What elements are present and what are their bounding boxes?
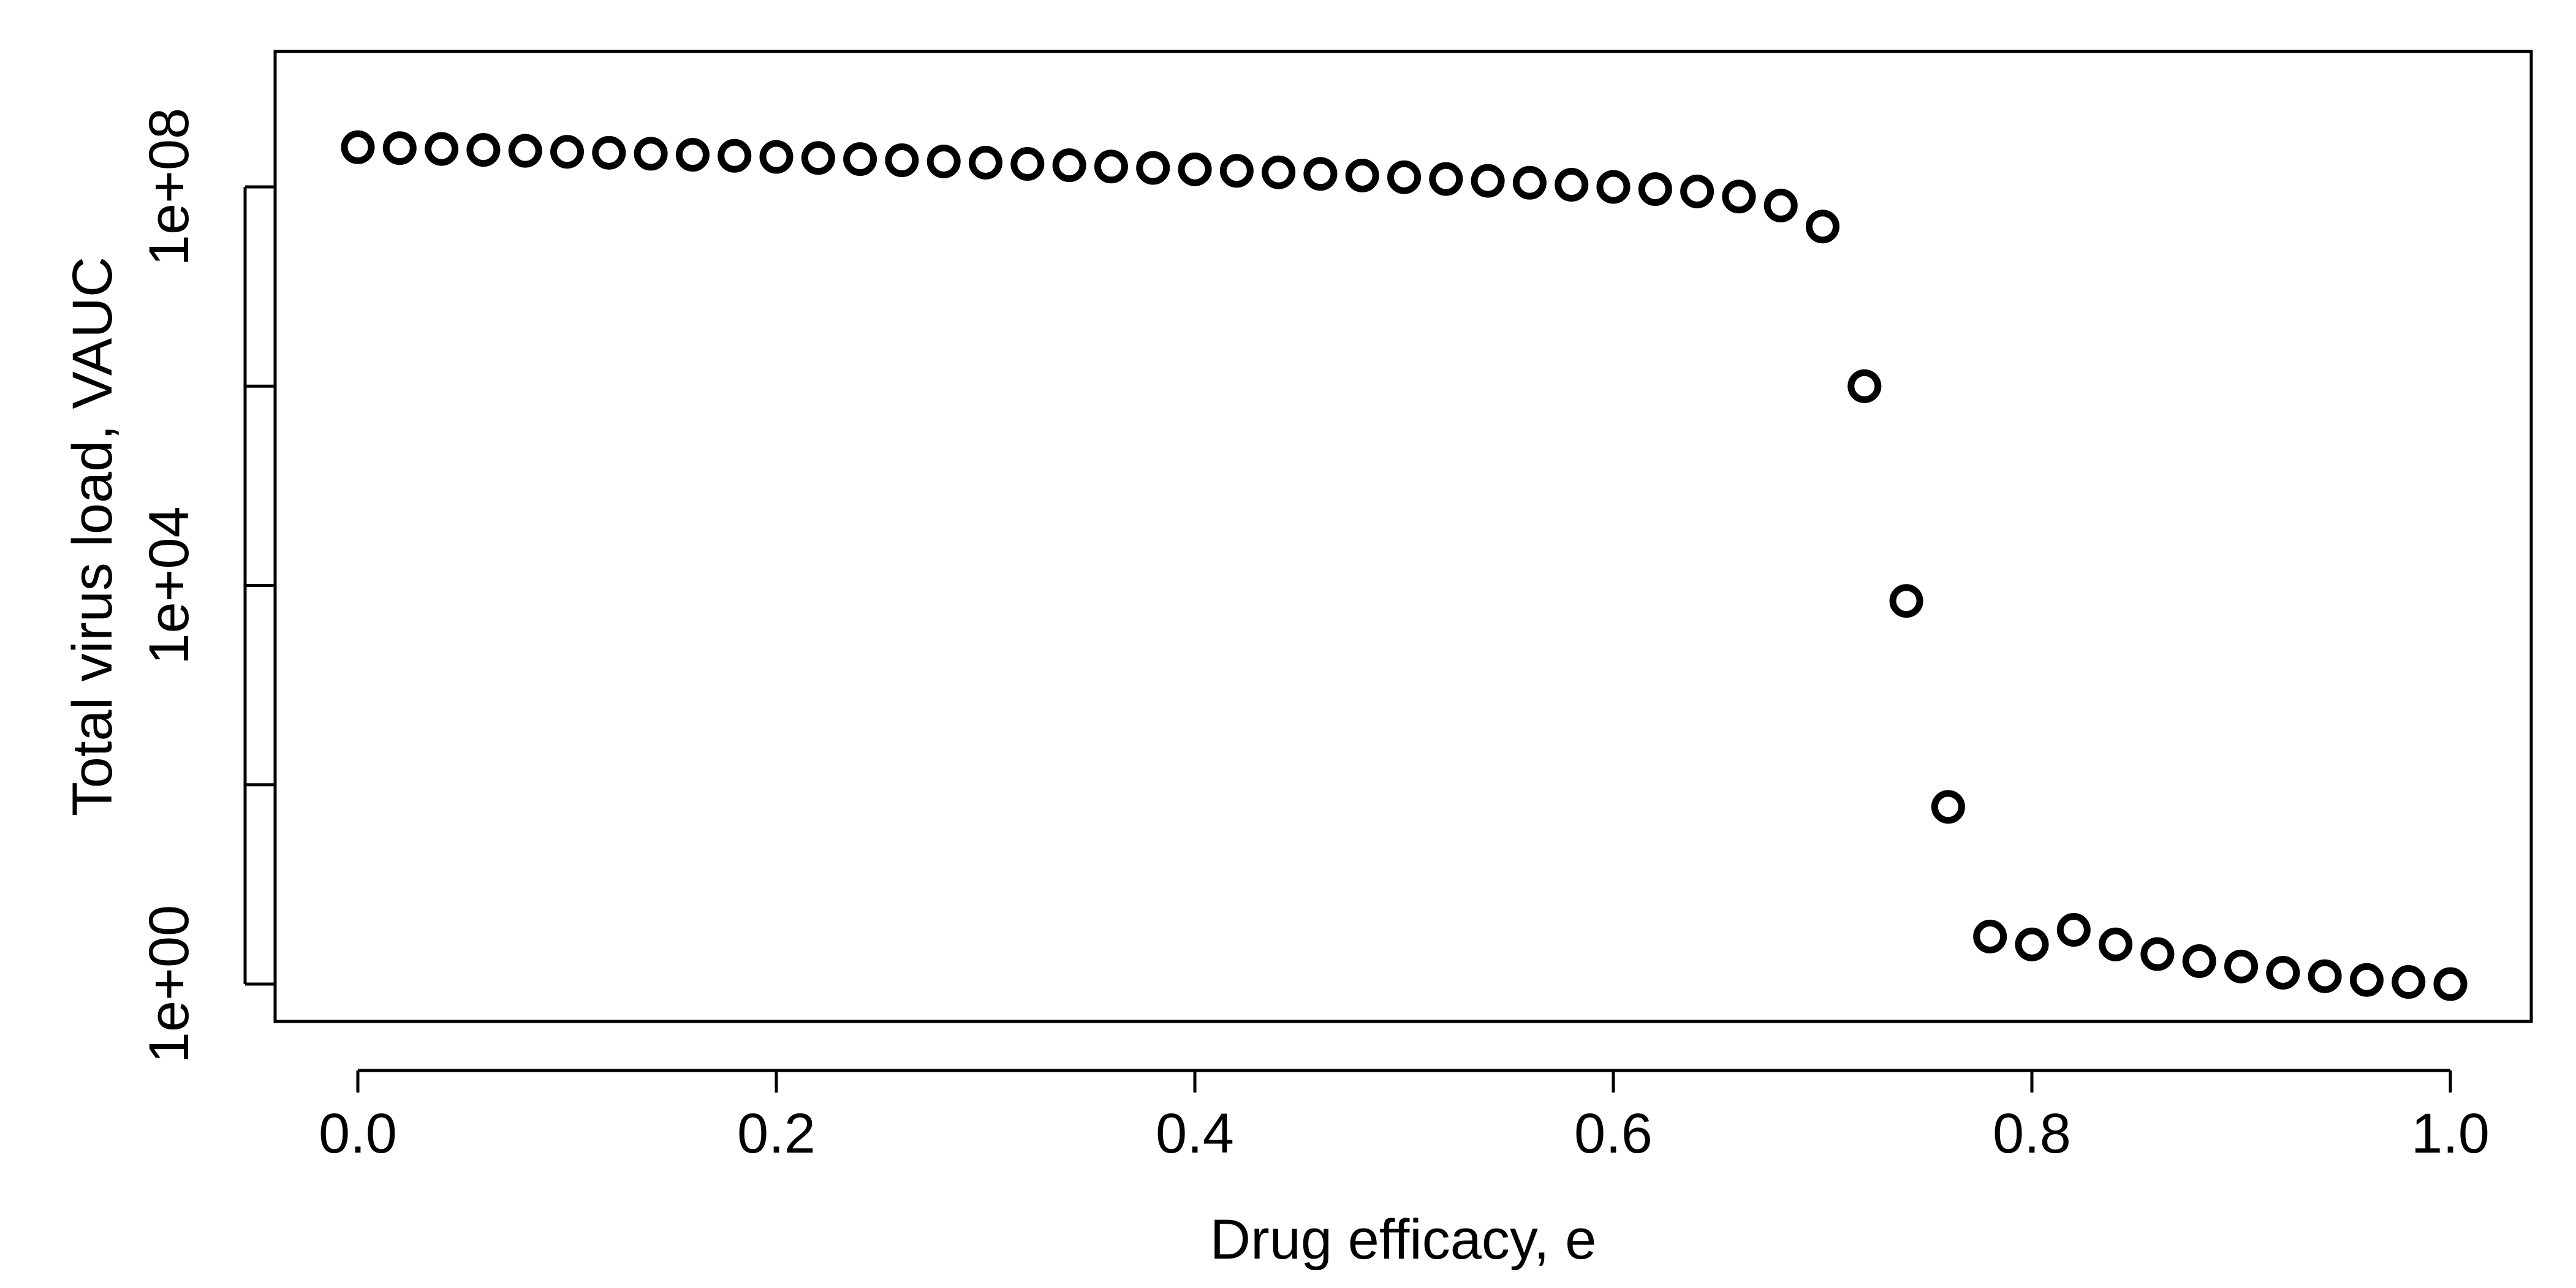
data-point (1052, 148, 1086, 183)
data-point (1555, 168, 1589, 202)
data-point (2266, 955, 2300, 990)
x-tick-label: 0.6 (1574, 1102, 1653, 1165)
data-point (2015, 927, 2049, 961)
data-point (1094, 150, 1128, 184)
data-point (1429, 162, 1463, 196)
x-axis-label: Drug efficacy, e (1210, 1208, 1597, 1271)
y-tick-label: 1e+00 (138, 905, 200, 1063)
data-point (1680, 174, 1714, 208)
data-point (1219, 154, 1254, 188)
data-point (2182, 944, 2216, 979)
y-axis-label: Total virus load, VAUC (61, 257, 124, 817)
data-point (718, 138, 752, 173)
data-point (2099, 927, 2133, 961)
data-point (592, 135, 626, 170)
data-point (885, 143, 919, 178)
data-point (634, 137, 668, 171)
data-point (2433, 967, 2468, 1001)
data-point (2392, 965, 2426, 999)
y-tick-label: 1e+08 (138, 108, 200, 266)
data-point (801, 141, 835, 175)
data-point (341, 130, 375, 164)
data-point (2308, 959, 2342, 993)
data-point (382, 131, 417, 165)
x-tick-label: 0.0 (319, 1102, 397, 1165)
data-point (1847, 369, 1882, 403)
data-point (969, 145, 1002, 180)
data-point (1889, 584, 1923, 618)
data-point (466, 133, 501, 167)
data-point (1931, 790, 1965, 824)
x-tick-label: 0.4 (1156, 1102, 1234, 1165)
data-point (1973, 919, 2007, 953)
data-point (843, 142, 877, 176)
data-point (1512, 165, 1547, 200)
x-tick-label: 1.0 (2411, 1102, 2490, 1165)
data-point (1596, 170, 1631, 204)
data-point (425, 132, 459, 166)
data-point (508, 134, 542, 168)
data-point (1387, 160, 1421, 194)
data-point (2140, 937, 2175, 971)
data-point (926, 144, 961, 178)
data-point (1345, 158, 1379, 192)
x-tick-label: 0.2 (737, 1102, 816, 1165)
data-point (1722, 180, 1756, 214)
data-point (1136, 151, 1170, 185)
data-point (1471, 164, 1505, 198)
data-point (1763, 188, 1798, 222)
data-point (1303, 157, 1338, 191)
data-point (1638, 172, 1672, 206)
data-point (1262, 155, 1296, 189)
data-point (2224, 949, 2258, 983)
plot-frame (273, 50, 2533, 1023)
data-point (2349, 963, 2384, 997)
data-point (1010, 147, 1045, 181)
data-point (550, 135, 584, 169)
data-point (759, 140, 794, 174)
data-point (675, 138, 710, 172)
data-point (1178, 152, 1212, 186)
data-point (1806, 210, 1839, 244)
x-tick-label: 0.8 (1993, 1102, 2071, 1165)
y-tick-label: 1e+04 (138, 506, 200, 664)
data-point (2056, 913, 2091, 947)
